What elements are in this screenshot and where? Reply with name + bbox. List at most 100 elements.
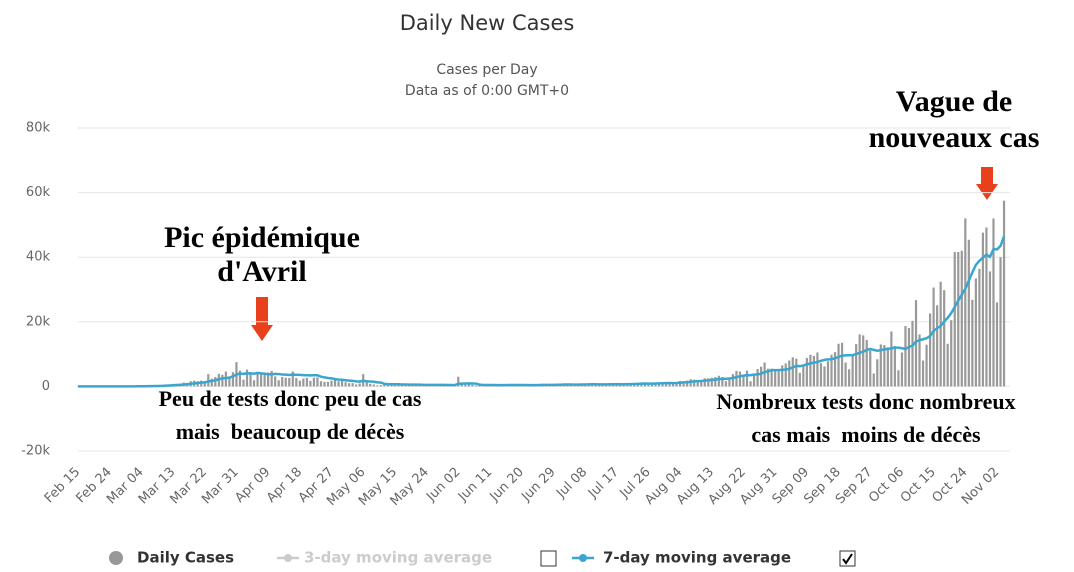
- bar: [686, 380, 689, 387]
- annotation: Vague de: [896, 85, 1012, 118]
- bar: [372, 384, 375, 387]
- y-tick-label: 40k: [26, 250, 51, 265]
- bar: [351, 383, 354, 387]
- bar: [858, 334, 861, 387]
- bar: [925, 344, 928, 387]
- bar: [918, 334, 921, 387]
- bar: [693, 379, 696, 387]
- bar: [928, 313, 932, 387]
- bar: [309, 380, 312, 387]
- bar: [749, 381, 752, 387]
- bar: [731, 374, 735, 387]
- bar: [957, 252, 960, 387]
- bar: [784, 363, 787, 387]
- annotation: nouveaux cas: [869, 121, 1040, 154]
- legend-label: Daily Cases: [137, 549, 234, 567]
- bar: [210, 378, 213, 387]
- bar: [337, 381, 340, 387]
- bar: [742, 374, 745, 387]
- bar: [214, 377, 217, 387]
- bar: [664, 382, 668, 387]
- bar: [943, 290, 946, 387]
- bar: [291, 371, 294, 387]
- bar: [703, 378, 706, 387]
- bar: [869, 350, 872, 387]
- bar: [964, 218, 967, 387]
- bar: [932, 287, 935, 387]
- bar: [700, 381, 703, 387]
- bar: [855, 344, 858, 387]
- bar: [270, 370, 273, 387]
- bar: [369, 383, 372, 387]
- bar: [812, 356, 816, 387]
- bar: [714, 377, 717, 387]
- bar: [971, 299, 974, 387]
- bar: [883, 345, 886, 387]
- x-tick-label: Jul 08: [553, 465, 590, 502]
- bar: [319, 381, 323, 387]
- bar: [263, 373, 266, 387]
- bar: [312, 377, 316, 387]
- bar: [837, 343, 840, 387]
- bar: [348, 383, 351, 387]
- bar: [795, 358, 798, 387]
- bar: [777, 370, 780, 387]
- bar: [890, 331, 893, 387]
- bar: [710, 377, 713, 387]
- bar: [298, 380, 301, 387]
- bar: [654, 383, 657, 387]
- bar: [460, 383, 463, 387]
- bar: [759, 366, 763, 387]
- bar: [682, 381, 685, 387]
- bar: [978, 268, 981, 387]
- bar: [474, 385, 477, 387]
- bar: [724, 381, 727, 387]
- chart-title: Daily New Cases: [400, 11, 575, 35]
- bar: [921, 360, 925, 387]
- checkbox-check: [842, 553, 853, 565]
- bar: [256, 373, 259, 387]
- bar: [851, 354, 854, 387]
- bar: [305, 378, 308, 387]
- bar: [464, 384, 467, 387]
- x-tick-label: Jun 20: [487, 465, 527, 505]
- bar: [960, 250, 963, 387]
- bar: [752, 375, 756, 387]
- bar: [879, 344, 882, 387]
- bar: [249, 372, 252, 387]
- annotation: cas mais moins de décès: [751, 422, 981, 447]
- bar: [911, 320, 914, 387]
- bar: [379, 385, 382, 387]
- bar: [457, 376, 460, 387]
- bar: [238, 370, 242, 387]
- bar: [819, 363, 823, 387]
- y-tick-label: 20k: [26, 314, 51, 329]
- legend-label: 3-day moving average: [304, 549, 492, 567]
- bar: [999, 257, 1002, 387]
- bar: [763, 362, 766, 387]
- bar: [340, 379, 344, 387]
- bar: [904, 325, 907, 387]
- bar: [992, 218, 995, 387]
- bar: [326, 381, 330, 387]
- bar: [802, 365, 805, 387]
- bar: [647, 384, 650, 387]
- bar: [981, 232, 985, 387]
- bar: [323, 381, 326, 387]
- bar: [259, 374, 263, 387]
- bar: [330, 380, 333, 387]
- annotation: Pic épidémique: [164, 221, 360, 254]
- bar: [643, 383, 646, 387]
- bar: [735, 370, 738, 387]
- bar: [221, 374, 224, 387]
- bar: [252, 380, 256, 387]
- bar: [781, 365, 784, 387]
- line: [78, 235, 1006, 388]
- bar: [907, 327, 911, 387]
- bar: [717, 375, 720, 387]
- bar: [295, 378, 298, 387]
- bar: [671, 383, 675, 387]
- bar: [650, 383, 654, 387]
- bar: [267, 372, 270, 387]
- bar: [756, 368, 759, 387]
